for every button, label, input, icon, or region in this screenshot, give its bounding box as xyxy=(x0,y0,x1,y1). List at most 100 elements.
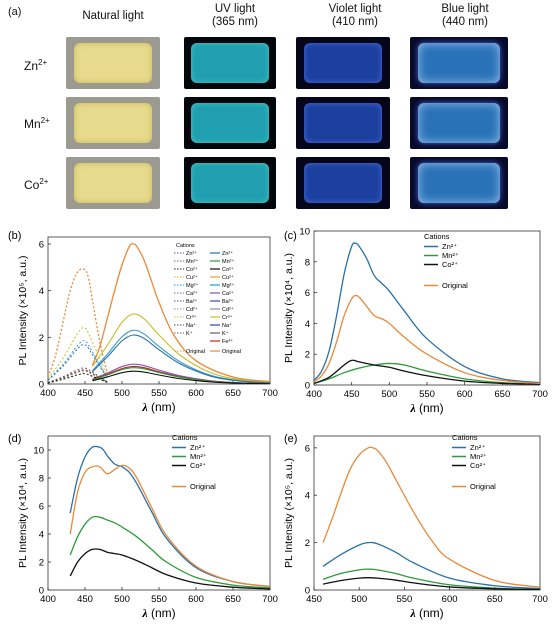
y-tick-label: 6 xyxy=(39,240,44,251)
x-tick-label: 550 xyxy=(396,594,412,605)
series-line-original xyxy=(48,268,108,378)
legend-entry: Zn²⁺ xyxy=(190,443,205,452)
legend-entry-left: K⁺ xyxy=(186,330,193,337)
legend-entry: Original xyxy=(470,482,496,491)
plot-frame xyxy=(47,435,271,591)
film-sample xyxy=(73,163,153,203)
photo-natural-3 xyxy=(66,157,160,209)
x-tick-label: 500 xyxy=(351,594,367,605)
film-sample xyxy=(73,43,153,83)
legend-title: Cations xyxy=(172,433,198,442)
x-tick-label: 450 xyxy=(306,594,322,605)
film-sample xyxy=(73,103,153,143)
legend-title: Cations xyxy=(176,243,195,249)
x-tick-label: 400 xyxy=(306,389,322,400)
legend-entry: Zn²⁺ xyxy=(470,443,485,452)
cation-curve-dotted xyxy=(48,343,108,381)
y-tick-label: 2 xyxy=(305,350,310,361)
legend-entry-right: Cr³⁺ xyxy=(222,314,233,321)
chart-d: (d) 400 450 500 550 600 650 700 0 2 4 6 8 10 λ (nm) PL … xyxy=(8,433,278,620)
series-line-original xyxy=(322,446,540,588)
x-tick-label: 550 xyxy=(419,389,435,400)
legend-entry-right: Cu²⁺ xyxy=(222,274,234,281)
photo-uv-2 xyxy=(184,97,276,149)
x-tick-label: 700 xyxy=(262,594,278,605)
legend-entry-right: Cd²⁺ xyxy=(222,306,234,313)
x-tick-label: 650 xyxy=(494,389,510,400)
x-tick-label: 600 xyxy=(442,594,458,605)
cation-curve-dotted xyxy=(48,340,108,381)
series-line-original xyxy=(69,464,270,588)
film-sample xyxy=(191,43,269,83)
legend-entry-left: Cr³⁺ xyxy=(186,314,197,321)
y-tick-label: 6 xyxy=(39,502,44,513)
y-axis-label: PL Intensity (×10⁵, a.u.) xyxy=(17,256,29,366)
legend-entry: Original xyxy=(442,281,468,290)
legend-entry-right: Mg²⁺ xyxy=(222,282,234,289)
x-tick-label: 700 xyxy=(262,388,278,399)
plot-frame xyxy=(47,236,271,385)
y-tick-label: 4 xyxy=(39,286,44,297)
y-tick-label: 10 xyxy=(299,227,310,238)
y-tick-label: 6 xyxy=(305,443,310,454)
y-axis-label: PL Intensity (×10⁴, a.u.) xyxy=(17,458,29,568)
legend-entry: Mn²⁺ xyxy=(442,251,459,260)
col-head-uv: UV light (365 nm) xyxy=(211,3,259,28)
series-line-zn xyxy=(322,541,540,590)
y-tick-label: 2 xyxy=(305,538,310,549)
x-tick-label: 400 xyxy=(40,594,56,605)
series-line-mn xyxy=(322,568,540,590)
photo-uv-1 xyxy=(184,37,276,89)
row-head-co: Co2+ xyxy=(24,177,49,192)
legend-entry-left: Ba²⁺ xyxy=(186,298,198,305)
panel-label: (b) xyxy=(8,230,21,242)
x-tick-label: 600 xyxy=(188,388,204,399)
col-head-natural: Natural light xyxy=(82,10,144,22)
y-tick-label: 0 xyxy=(39,586,44,597)
legend-entry-left: Cu²⁺ xyxy=(186,274,198,281)
panel-label: (e) xyxy=(284,433,297,445)
legend-title: Cations xyxy=(424,232,450,241)
y-axis-label: PL Intensity (×10⁴, a.u.) xyxy=(283,253,295,363)
legend-entry-original: Original xyxy=(186,349,205,355)
series-line-co xyxy=(322,577,540,590)
series-line-mn xyxy=(314,362,540,385)
legend-entry: Co²⁺ xyxy=(470,461,486,470)
x-tick-label: 500 xyxy=(114,388,130,399)
row-head-mn: Mn2+ xyxy=(24,116,50,131)
y-tick-label: 4 xyxy=(305,319,310,330)
chart-b: (b) 400 450 500 550 600 650 700 0 2 4 6 λ (nm) PL Int… xyxy=(8,230,278,414)
film-sample xyxy=(417,43,501,83)
legend-entry-left: Ca²⁺ xyxy=(186,290,198,297)
col-head-violet: Violet light (410 nm) xyxy=(328,3,382,28)
series-line-mn xyxy=(69,515,270,589)
x-tick-label: 600 xyxy=(457,389,473,400)
x-tick-label: 500 xyxy=(114,594,130,605)
x-tick-label: 650 xyxy=(487,594,503,605)
x-tick-label: 450 xyxy=(77,594,93,605)
panel-label: (c) xyxy=(284,230,297,242)
legend-entry: Co²⁺ xyxy=(442,260,458,269)
legend-entry-right: Ba²⁺ xyxy=(222,298,234,305)
legend-entry-left: Co²⁺ xyxy=(186,266,198,273)
col-head-blue: Blue light (440 nm) xyxy=(441,3,489,28)
legend-entry: Zn²⁺ xyxy=(442,242,457,251)
cation-curve xyxy=(92,334,270,384)
film-sample xyxy=(303,43,383,83)
legend-entry: Original xyxy=(190,482,216,491)
film-sample xyxy=(417,103,501,143)
x-tick-label: 700 xyxy=(532,389,548,400)
photo-violet-1 xyxy=(296,37,390,89)
cation-curve-dotted xyxy=(48,367,108,383)
legend-entry: Co²⁺ xyxy=(190,461,206,470)
x-tick-label: 550 xyxy=(151,594,167,605)
photo-natural-2 xyxy=(66,97,160,149)
x-tick-label: 650 xyxy=(225,388,241,399)
x-axis-label: λ (nm) xyxy=(141,400,175,414)
series-line-zn xyxy=(69,445,270,588)
chart-c: (c) 400 450 500 550 600 650 700 0 2 4 6 8 10 λ (nm) PL … xyxy=(283,227,548,416)
y-tick-label: 2 xyxy=(39,333,44,344)
x-axis-label: λ (nm) xyxy=(409,401,443,415)
y-axis-label: PL Intensity (×10⁵, a.u.) xyxy=(283,458,295,568)
x-axis-label: λ (nm) xyxy=(141,606,175,620)
